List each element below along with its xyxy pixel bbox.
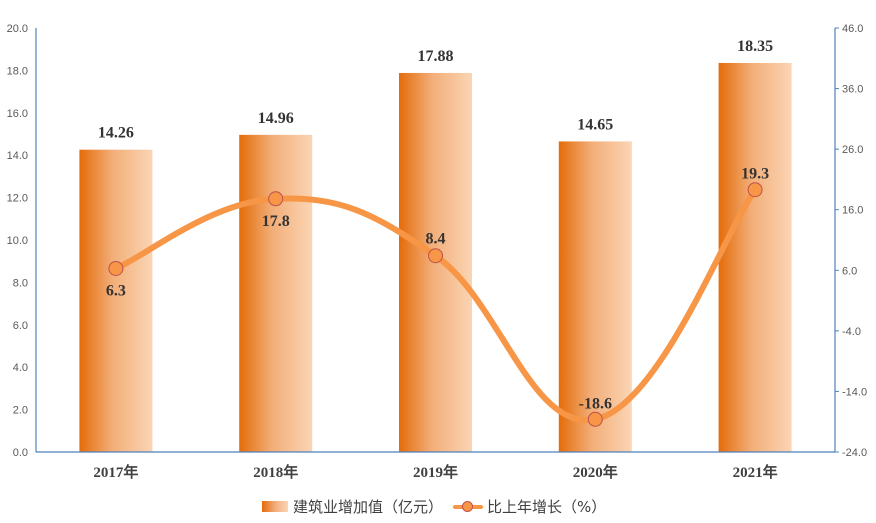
right-axis-tick-label: -4.0	[842, 326, 861, 338]
line-value-label: 19.3	[741, 166, 769, 183]
bar	[558, 141, 632, 453]
right-axis-tick-label: 36.0	[842, 84, 863, 96]
right-axis-tick-label: 46.0	[842, 23, 863, 35]
left-axis-tick-label: 8.0	[13, 277, 28, 289]
line-marker	[587, 411, 603, 427]
bar	[239, 134, 313, 452]
left-axis-tick-label: 18.0	[7, 65, 28, 77]
line-marker	[268, 191, 284, 207]
left-axis-tick-label: 14.0	[7, 150, 28, 162]
right-axis-tick-label: 16.0	[842, 205, 863, 217]
left-axis-tick-label: 16.0	[7, 108, 28, 120]
right-axis-tick-label: -14.0	[842, 386, 867, 398]
legend-line-label: 比上年增长（%）	[487, 498, 607, 516]
bar	[79, 149, 153, 453]
line-marker	[747, 182, 763, 198]
legend: 建筑业增加值（亿元） 比上年增长（%）	[262, 496, 606, 517]
x-axis-category-label: 2021年	[733, 463, 778, 481]
legend-bar-swatch-icon	[262, 501, 288, 512]
line-series: 6.3 17.8 8.4 -18.6 19.3	[106, 166, 769, 427]
left-axis-tick-label: 10.0	[7, 235, 28, 247]
bar-value-label: 17.88	[418, 48, 454, 65]
x-axis: 2017年 2018年 2019年 2020年 2021年	[36, 451, 835, 481]
line-marker	[428, 248, 443, 264]
left-y-axis: 0.0 2.0 4.0 6.0 8.0 10.0 12.0 14.0 16.0 18.0 20.0	[7, 23, 37, 459]
growth-line	[112, 186, 759, 424]
right-axis-tick-label: 6.0	[842, 265, 857, 277]
line-value-label: 6.3	[106, 282, 126, 299]
left-axis-tick-label: 6.0	[13, 320, 28, 332]
left-axis-tick-label: 2.0	[13, 405, 28, 417]
bar-value-label: 14.96	[258, 110, 294, 127]
right-axis-tick-label: 26.0	[842, 144, 863, 156]
bar	[718, 62, 792, 452]
line-value-label: 8.4	[426, 231, 446, 248]
bar-value-label: 14.26	[98, 125, 134, 142]
legend-line-marker-icon	[453, 500, 484, 514]
bar-value-label: 18.35	[737, 38, 773, 55]
right-axis-tick-label: -24.0	[842, 447, 867, 459]
legend-bar-label: 建筑业增加值（亿元）	[293, 498, 444, 516]
x-axis-category-label: 2018年	[253, 463, 298, 481]
line-value-label: -18.6	[579, 395, 612, 412]
left-axis-tick-label: 20.0	[7, 23, 28, 35]
right-y-axis: -24.0 -14.0 -4.0 6.0 16.0 26.0 36.0 46.0	[834, 23, 867, 459]
line-value-label: 17.8	[262, 213, 290, 230]
left-axis-tick-label: 12.0	[7, 193, 28, 205]
x-axis-category-label: 2020年	[573, 463, 618, 481]
x-axis-category-label: 2017年	[93, 463, 138, 481]
left-axis-tick-label: 0.0	[13, 447, 28, 459]
line-marker	[108, 260, 124, 276]
left-axis-tick-label: 4.0	[13, 362, 28, 374]
x-axis-category-label: 2019年	[413, 463, 458, 481]
bar-value-label: 14.65	[577, 116, 613, 133]
bar-series: 14.26 14.96 17.88 14.65 18.35	[79, 38, 792, 453]
